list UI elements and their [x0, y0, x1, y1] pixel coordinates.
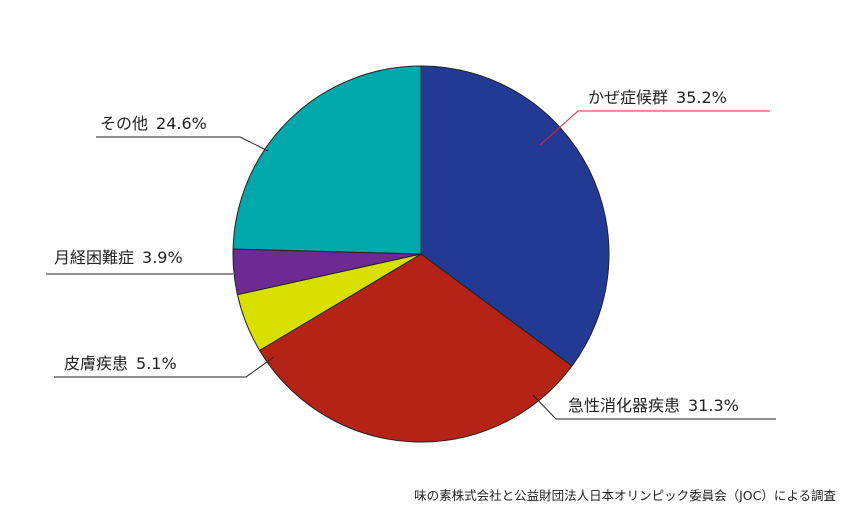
slice-label-other: その他 24.6%: [100, 114, 207, 133]
leader-line-cold-syndrome: [539, 110, 770, 146]
pie-slice-cold-syndrome: [420, 65, 610, 367]
leader-line-skin-disease: [54, 356, 275, 378]
slice-category-other: その他: [100, 114, 148, 133]
slice-value-cold-syndrome: 35.2%: [676, 88, 727, 107]
pie-slices: [232, 65, 610, 443]
slice-value-skin-disease: 5.1%: [136, 354, 177, 373]
pie-slice-acute-gastrointestinal: [259, 253, 573, 443]
slice-label-skin-disease: 皮膚疾患 5.1%: [64, 354, 177, 373]
slice-category-skin-disease: 皮膚疾患: [64, 354, 128, 373]
slice-value-other: 24.6%: [156, 114, 207, 133]
slice-label-dysmenorrhea: 月経困難症 3.9%: [54, 248, 183, 267]
pie-slice-other: [232, 65, 422, 255]
leader-line-other: [96, 136, 269, 152]
slice-value-dysmenorrhea: 3.9%: [142, 248, 183, 267]
leader-line-acute-gastrointestinal: [532, 394, 776, 420]
slice-category-cold-syndrome: かぜ症候群: [588, 88, 668, 107]
slice-label-acute-gastrointestinal: 急性消化器疾患 31.3%: [568, 396, 739, 415]
slice-category-dysmenorrhea: 月経困難症: [54, 248, 134, 267]
slice-category-acute-gastrointestinal: 急性消化器疾患: [568, 396, 680, 415]
slice-value-acute-gastrointestinal: 31.3%: [688, 396, 739, 415]
leader-lines: [46, 110, 776, 420]
source-note: 味の素株式会社と公益財団法人日本オリンピック委員会（JOC）による調査: [414, 488, 836, 503]
slice-label-cold-syndrome: かぜ症候群 35.2%: [588, 88, 727, 107]
